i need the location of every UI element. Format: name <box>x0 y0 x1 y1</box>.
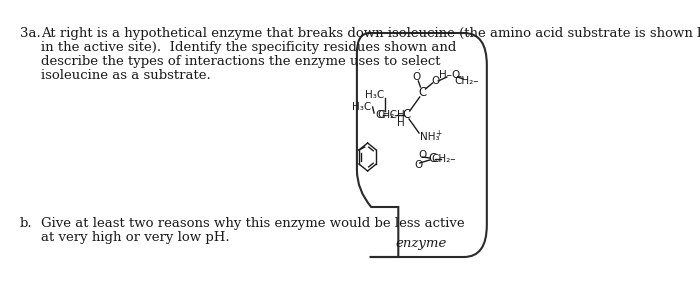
Text: O: O <box>431 76 440 86</box>
Text: C: C <box>419 87 427 99</box>
Text: isoleucine as a substrate.: isoleucine as a substrate. <box>41 69 211 82</box>
Text: H₃C: H₃C <box>365 90 384 100</box>
Text: O: O <box>414 160 422 170</box>
Text: +: + <box>435 129 442 137</box>
Text: O: O <box>413 72 421 82</box>
Text: 3a.: 3a. <box>20 27 41 40</box>
Text: H: H <box>398 118 405 128</box>
Text: CH₂–: CH₂– <box>375 110 400 120</box>
Text: O: O <box>419 150 427 160</box>
Text: H–O: H–O <box>439 70 461 80</box>
Text: in the active site).  Identify the specificity residues shown and: in the active site). Identify the specif… <box>41 41 457 54</box>
Text: CH₂–: CH₂– <box>454 76 479 86</box>
Text: H₃C: H₃C <box>352 102 371 112</box>
Text: at very high or very low pH.: at very high or very low pH. <box>41 231 230 244</box>
Text: C: C <box>428 152 437 166</box>
Text: ·: · <box>426 158 428 166</box>
Text: C: C <box>402 109 411 121</box>
Text: ·: · <box>419 66 421 76</box>
Text: describe the types of interactions the enzyme uses to select: describe the types of interactions the e… <box>41 55 441 68</box>
Text: At right is a hypothetical enzyme that breaks down isoleucine (the amino acid su: At right is a hypothetical enzyme that b… <box>41 27 700 40</box>
Text: enzyme: enzyme <box>395 237 447 249</box>
Text: CH₂–: CH₂– <box>432 154 456 164</box>
Text: b.: b. <box>20 217 33 230</box>
Text: Give at least two reasons why this enzyme would be less active: Give at least two reasons why this enzym… <box>41 217 465 230</box>
Text: C–CH: C–CH <box>377 110 405 120</box>
Text: NH₃: NH₃ <box>420 132 440 142</box>
